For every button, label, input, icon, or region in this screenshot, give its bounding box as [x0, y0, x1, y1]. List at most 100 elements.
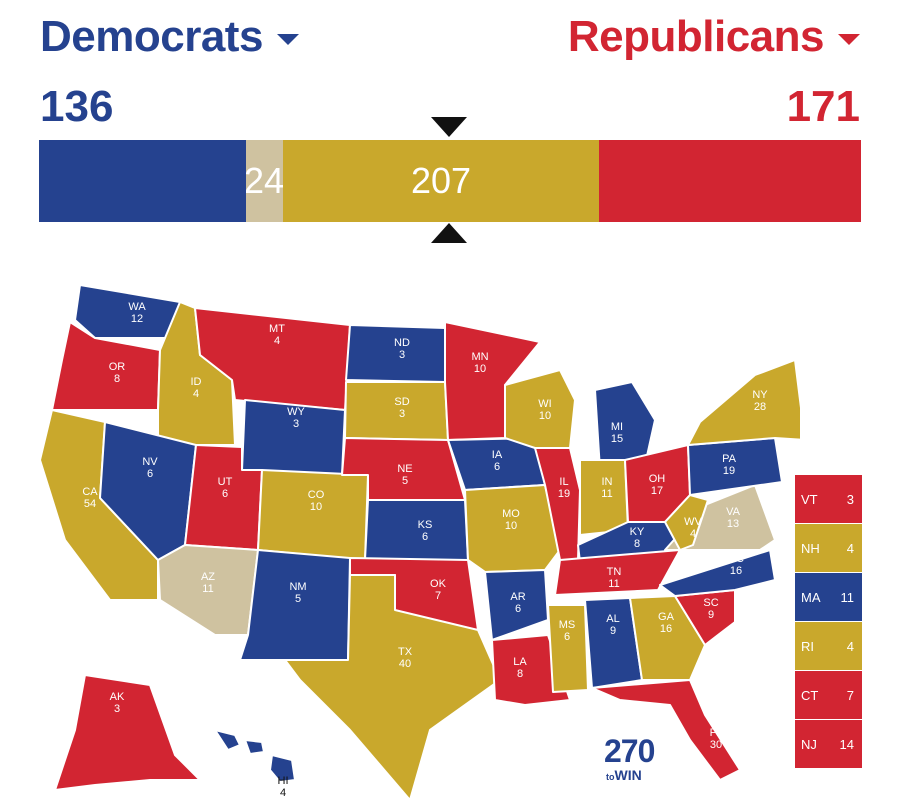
state-label-ok: OK	[430, 578, 447, 590]
state-ev-ak: 3	[114, 703, 120, 715]
state-ev-mo: 10	[505, 520, 517, 532]
side-row-ev: 11	[840, 589, 855, 605]
state-label-ar: AR	[510, 591, 525, 603]
state-label-nc: NC	[728, 553, 744, 565]
side-row-nh[interactable]: NH 4	[795, 524, 862, 573]
state-label-oh: OH	[649, 473, 666, 485]
state-ev-sc: 9	[708, 609, 714, 621]
state-ev-va: 13	[727, 518, 739, 530]
state-ev-wy: 3	[293, 418, 299, 430]
state-ev-ca: 54	[84, 498, 96, 510]
uncommitted-count: 207	[410, 160, 472, 201]
state-nd[interactable]	[345, 324, 446, 383]
state-ev-co: 10	[310, 501, 322, 513]
side-row-vt[interactable]: VT 3	[795, 475, 862, 524]
state-ev-sd: 3	[399, 408, 405, 420]
republicans-dropdown[interactable]: Republicans	[568, 12, 860, 62]
state-ev-ky: 8	[634, 538, 640, 550]
state-ev-il: 19	[558, 488, 570, 500]
state-ev-al: 9	[610, 625, 616, 637]
state-ev-ar: 6	[515, 603, 521, 615]
chevron-down-icon	[276, 33, 299, 45]
state-label-sd: SD	[394, 396, 409, 408]
side-row-nj[interactable]: NJ 14	[795, 720, 862, 769]
side-row-ma[interactable]: MA 11	[795, 573, 862, 622]
270towin-logo: 270 toWIN	[604, 733, 655, 783]
side-row-abbr: NJ	[801, 736, 817, 752]
midpoint-marker-bottom-icon[interactable]	[430, 222, 468, 244]
side-row-abbr: RI	[801, 638, 814, 654]
side-row-ev: 4	[846, 638, 854, 654]
state-ev-or: 8	[114, 373, 120, 385]
state-ev-nd: 3	[399, 349, 405, 361]
state-ev-ok: 7	[435, 590, 441, 602]
state-tn[interactable]	[554, 549, 681, 596]
democrat-electoral-total: 136	[40, 82, 114, 131]
state-ev-az: 11	[202, 583, 213, 595]
side-row-ri[interactable]: RI 4	[795, 622, 862, 671]
state-fl[interactable]	[591, 679, 741, 781]
state-ks[interactable]	[364, 499, 469, 561]
state-label-mn: MN	[471, 351, 488, 363]
state-ev-nv: 6	[147, 468, 153, 480]
state-co[interactable]	[257, 469, 369, 561]
electoral-vote-bar: 24 207	[39, 140, 861, 222]
tossup-bar-segment: 24	[246, 140, 283, 222]
state-ev-ny: 28	[754, 401, 766, 413]
state-mi[interactable]	[594, 381, 656, 471]
state-label-mi: MI	[611, 421, 623, 433]
state-ev-mi: 15	[611, 433, 623, 445]
state-tx[interactable]	[284, 574, 501, 801]
state-label-ca: CA	[82, 486, 98, 498]
state-wa[interactable]	[74, 284, 181, 339]
state-ny[interactable]	[687, 359, 800, 446]
state-ev-pa: 19	[723, 465, 735, 477]
state-label-ia: IA	[492, 449, 503, 461]
state-ev-fl: 30	[710, 739, 722, 751]
state-ev-mn: 10	[474, 363, 486, 375]
state-ev-ks: 6	[422, 531, 428, 543]
state-ev-nm: 5	[295, 593, 301, 605]
side-row-ct[interactable]: CT 7	[795, 671, 862, 720]
state-label-il: IL	[559, 476, 568, 488]
state-label-nd: ND	[394, 337, 410, 349]
state-ev-wv: 4	[690, 528, 696, 540]
state-label-ak: AK	[110, 691, 125, 703]
state-label-in: IN	[602, 476, 613, 488]
state-label-or: OR	[109, 361, 126, 373]
uncommitted-bar-segment: 207	[283, 140, 599, 222]
us-electoral-map: WA12OR8CA54ID4NV6MT4WY3UT6AZ11CO10NM5ND3…	[39, 284, 800, 801]
state-ev-ga: 16	[660, 623, 672, 635]
state-label-id: ID	[191, 376, 202, 388]
state-nm[interactable]	[239, 549, 351, 661]
side-row-abbr: VT	[801, 491, 818, 507]
state-label-va: VA	[726, 506, 741, 518]
state-label-ga: GA	[658, 611, 675, 623]
state-ev-wi: 10	[539, 410, 551, 422]
state-hi[interactable]	[214, 729, 296, 783]
state-ev-ut: 6	[222, 488, 228, 500]
state-label-nm: NM	[289, 581, 306, 593]
state-nc[interactable]	[659, 549, 776, 597]
logo-word: WIN	[614, 767, 642, 783]
state-ev-nc: 16	[730, 565, 742, 577]
state-wv[interactable]	[664, 494, 709, 551]
state-ak[interactable]	[54, 674, 201, 791]
democrats-dropdown[interactable]: Democrats	[40, 12, 299, 62]
state-label-pa: PA	[722, 453, 737, 465]
state-ev-id: 4	[193, 388, 199, 400]
state-label-ks: KS	[418, 519, 433, 531]
state-ev-oh: 17	[651, 485, 663, 497]
midpoint-marker-top-icon[interactable]	[430, 116, 468, 138]
chevron-down-icon	[838, 33, 860, 45]
state-ms[interactable]	[547, 604, 589, 693]
state-label-az: AZ	[201, 571, 215, 583]
state-label-co: CO	[308, 489, 325, 501]
tossup-count: 24	[246, 160, 283, 201]
state-sd[interactable]	[344, 381, 449, 441]
state-label-tn: TN	[607, 566, 622, 578]
logo-number: 270	[604, 733, 655, 769]
state-ev-in: 11	[601, 488, 612, 500]
side-row-ev: 7	[846, 687, 854, 703]
state-ga[interactable]	[629, 595, 706, 681]
